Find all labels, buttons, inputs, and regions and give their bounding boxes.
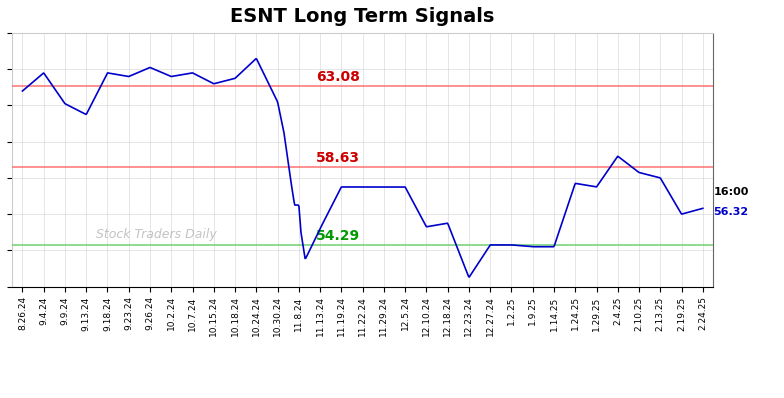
Text: 58.63: 58.63: [316, 151, 360, 165]
Text: 63.08: 63.08: [316, 70, 360, 84]
Title: ESNT Long Term Signals: ESNT Long Term Signals: [230, 7, 495, 26]
Text: 54.29: 54.29: [316, 229, 360, 243]
Text: 16:00: 16:00: [713, 187, 749, 197]
Text: 56.32: 56.32: [713, 207, 749, 217]
Text: Stock Traders Daily: Stock Traders Daily: [96, 228, 216, 241]
